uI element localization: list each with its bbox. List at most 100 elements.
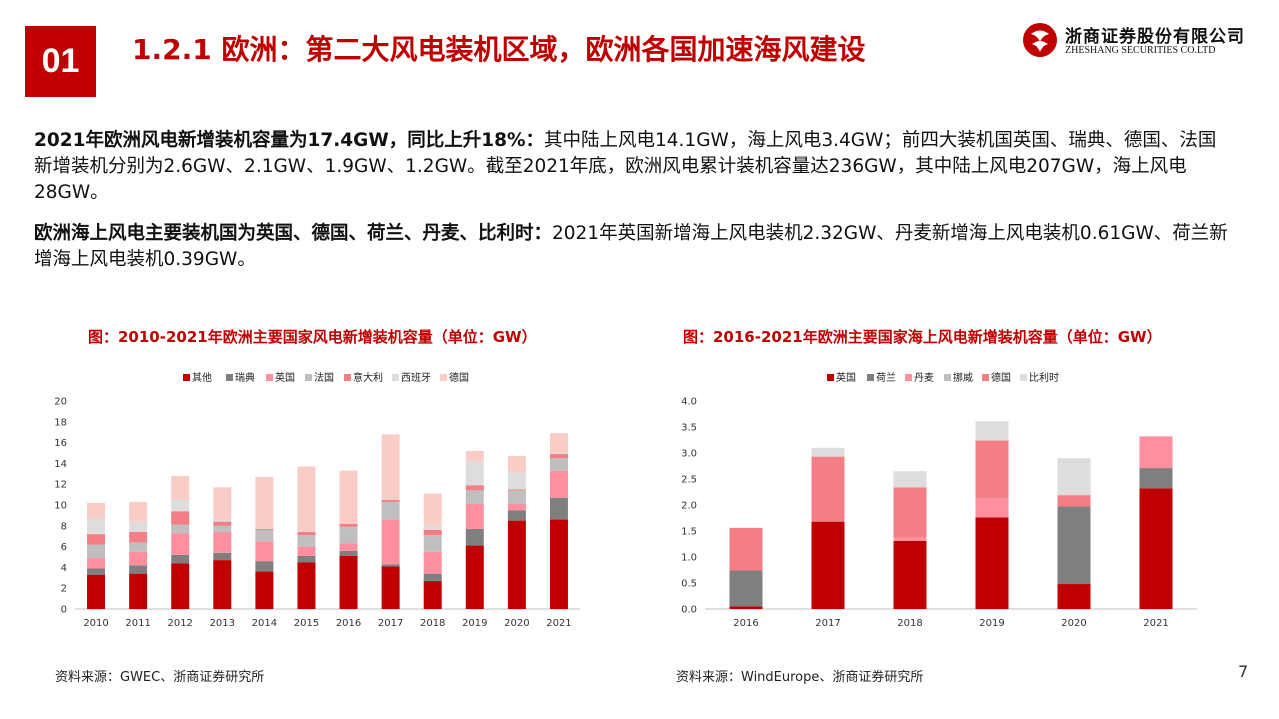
page-number: 7 [1238,662,1249,681]
x-tick-label: 2021 [1143,618,1168,629]
x-tick-label: 2020 [504,618,529,629]
bar-segment [87,558,106,569]
legend-label: 其他 [192,371,212,384]
legend-swatch [982,374,989,381]
bar-segment [255,476,274,529]
bar-segment [811,447,845,457]
bar-segment [297,466,316,533]
bar-segment [255,571,274,609]
y-tick-label: 10 [54,501,67,512]
bar-segment [171,475,190,500]
bar-segment [507,472,526,490]
bar-segment [893,487,927,538]
y-tick-label: 1.0 [681,553,697,564]
bar-segment [549,453,568,455]
bar-segment [339,523,358,527]
legend-swatch [1020,374,1027,381]
legend-label: 英国 [836,371,856,384]
bar-segment [1139,488,1173,609]
paragraph-lead: 2021年欧洲风电新增装机容量为17.4GW，同比上升18%： [34,130,545,151]
bar-segment [87,544,106,559]
legend-label: 德国 [991,371,1011,384]
x-tick-label: 2017 [815,618,840,629]
bar-segment [297,555,316,563]
legend-swatch [305,374,312,381]
y-tick-label: 2.0 [681,501,697,512]
bar-segment [465,485,484,491]
bar-segment [465,490,484,504]
legend-swatch [266,374,273,381]
bar-segment [507,510,526,521]
x-tick-label: 2019 [979,618,1004,629]
y-tick-label: 4 [61,563,67,574]
bar-segment [129,551,148,566]
paragraph-body: 2021年英国新增海上风电装机2.32GW、丹麦新增海上风电装机0.61GW、荷… [34,223,1228,270]
legend-label: 比利时 [1029,372,1059,384]
bar-segment [213,552,232,561]
bar-segment [339,550,358,556]
x-tick-label: 2015 [294,618,319,629]
bar-segment [465,461,484,486]
bar-segment [213,560,232,609]
x-tick-label: 2019 [462,618,487,629]
bar-segment [893,471,927,488]
bar-segment [811,521,845,609]
bar-segment [811,456,845,522]
y-tick-label: 0 [61,605,67,616]
bar-segment [171,499,190,512]
bar-segment [213,521,232,526]
bar-segment [423,580,442,609]
bar-segment [549,497,568,520]
x-tick-label: 2018 [420,618,445,629]
y-tick-label: 18 [54,417,67,428]
bar-segment [729,606,763,609]
bar-segment [1057,584,1091,609]
bar-segment [255,541,274,562]
bar-segment [255,529,274,542]
x-tick-label: 2011 [125,618,150,629]
bar-segment [893,540,927,609]
legend-label: 西班牙 [401,372,431,384]
legend-swatch [867,374,874,381]
x-tick-label: 2016 [336,618,361,629]
bar-segment [1057,458,1091,496]
legend-label: 意大利 [353,371,383,384]
bar-segment [1057,506,1091,585]
logo-icon [1023,23,1057,57]
x-tick-label: 2013 [210,618,235,629]
bar-segment [255,528,274,530]
bar-segment [1139,436,1173,469]
x-tick-label: 2017 [378,618,403,629]
y-tick-label: 8 [61,521,67,532]
legend-label: 德国 [449,371,469,384]
bar-segment [297,562,316,609]
bar-segment [87,534,106,545]
bar-segment [213,519,232,522]
bar-segment [549,470,568,498]
bar-segment [423,529,442,536]
y-tick-label: 16 [54,438,67,449]
bar-segment [129,521,148,533]
bar-segment [975,498,1009,518]
bar-segment [549,519,568,609]
bar-segment [213,487,232,520]
bar-segment [339,543,358,551]
bar-segment [297,546,316,556]
x-tick-label: 2018 [897,618,922,629]
bar-segment [171,524,190,534]
page-title: 1.2.1 欧洲：第二大风电装机区域，欧洲各国加速海风建设 [132,33,866,66]
legend-label: 挪威 [953,371,973,384]
legend-swatch [440,374,447,381]
bar-segment [381,564,400,567]
bar-segment [1139,468,1173,489]
bar-segment [549,458,568,471]
chart-offshore-additions: 英国 荷兰 丹麦 挪威 德国 比利时 0.0 0.5 1.0 1.5 2.0 2.5 3.0 3.5 4.0… [681,371,1197,629]
bar-segment [729,570,763,607]
bar-segment [297,532,316,536]
bar-segment [423,525,442,530]
x-tick-label: 2012 [167,618,192,629]
bar-segment [729,527,763,571]
bar-segment [129,501,148,522]
y-tick-label: 0.0 [681,605,697,616]
y-tick-label: 14 [54,459,67,470]
